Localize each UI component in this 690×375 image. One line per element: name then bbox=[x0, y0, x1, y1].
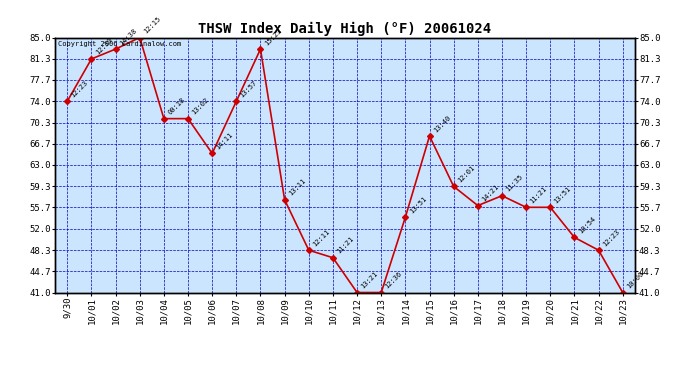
Text: 11:21: 11:21 bbox=[336, 236, 355, 255]
Text: 12:36: 12:36 bbox=[384, 270, 403, 290]
Text: 13:21: 13:21 bbox=[360, 270, 379, 290]
Text: 12:15: 12:15 bbox=[143, 15, 161, 35]
Text: 10:00: 10:00 bbox=[626, 270, 644, 290]
Text: 12:01: 12:01 bbox=[457, 164, 475, 184]
Text: 14:38: 14:38 bbox=[119, 27, 137, 46]
Text: 12:11: 12:11 bbox=[312, 228, 331, 248]
Text: 12:23: 12:23 bbox=[70, 79, 89, 99]
Title: THSW Index Daily High (°F) 20061024: THSW Index Daily High (°F) 20061024 bbox=[199, 22, 491, 36]
Text: Copyright 2006 Cardinalow.com: Copyright 2006 Cardinalow.com bbox=[58, 41, 181, 47]
Text: 11:21: 11:21 bbox=[529, 185, 548, 204]
Text: 13:40: 13:40 bbox=[433, 114, 451, 133]
Text: 13:02: 13:02 bbox=[191, 97, 210, 116]
Text: 13:51: 13:51 bbox=[553, 185, 572, 204]
Text: 00:18: 00:18 bbox=[167, 97, 186, 116]
Text: 13:57: 13:57 bbox=[239, 79, 258, 99]
Text: 12:39: 12:39 bbox=[95, 37, 113, 56]
Text: 13:11: 13:11 bbox=[288, 178, 306, 197]
Text: 11:35: 11:35 bbox=[505, 174, 524, 193]
Text: 14:11: 14:11 bbox=[215, 131, 234, 151]
Text: 15:23: 15:23 bbox=[264, 27, 282, 46]
Text: 13:51: 13:51 bbox=[408, 195, 427, 214]
Text: 12:23: 12:23 bbox=[602, 228, 620, 248]
Text: 10:54: 10:54 bbox=[578, 215, 596, 235]
Text: 14:21: 14:21 bbox=[481, 183, 500, 203]
